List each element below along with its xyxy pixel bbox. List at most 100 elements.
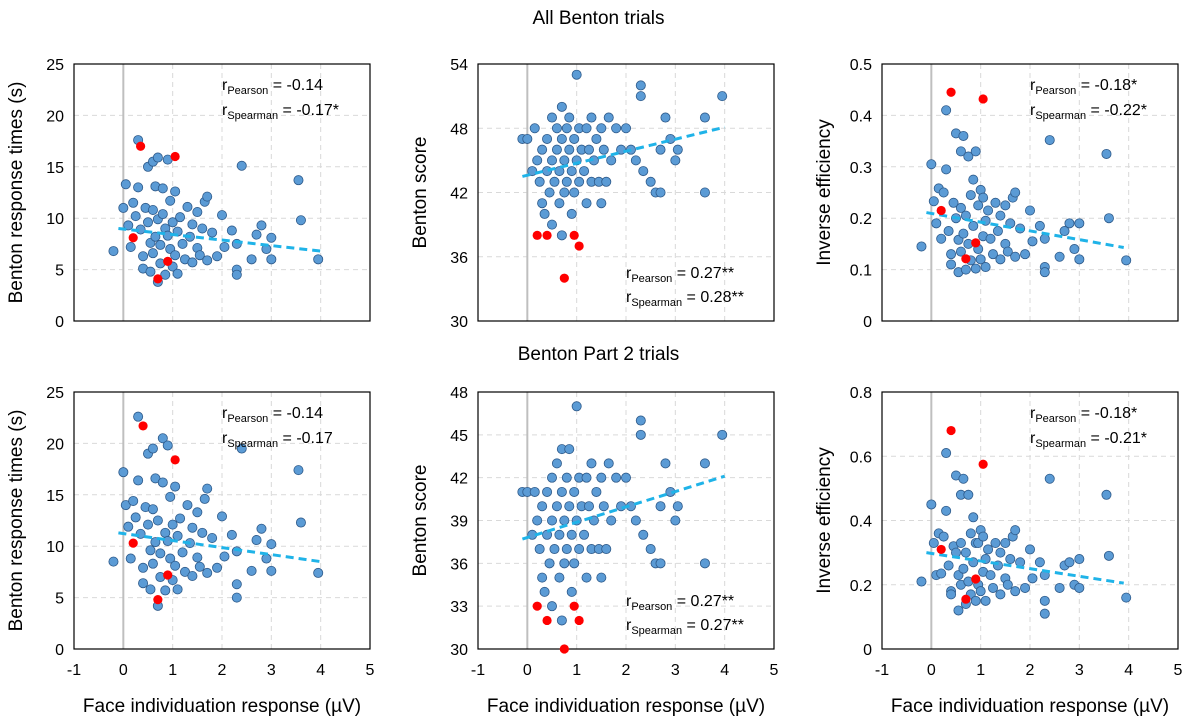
stat-spearman: rSpearman = -0.21* bbox=[1030, 430, 1147, 450]
highlight-point bbox=[163, 256, 173, 266]
data-point bbox=[172, 268, 183, 279]
data-point bbox=[928, 196, 939, 207]
data-point bbox=[958, 130, 969, 141]
data-point bbox=[579, 529, 590, 540]
data-point bbox=[938, 531, 949, 542]
data-point bbox=[1039, 267, 1050, 278]
data-point bbox=[941, 164, 952, 175]
y-tick-label: 0.2 bbox=[850, 578, 872, 595]
data-point bbox=[187, 571, 198, 582]
highlight-point bbox=[532, 230, 542, 240]
data-point bbox=[539, 586, 550, 597]
plot-frame bbox=[881, 63, 1179, 322]
y-tick-label: 0.5 bbox=[850, 57, 872, 74]
data-point bbox=[655, 144, 666, 155]
data-point bbox=[946, 259, 957, 270]
data-point bbox=[197, 223, 208, 234]
data-point bbox=[1121, 255, 1132, 266]
data-point bbox=[584, 144, 595, 155]
x-tick-label: -1 bbox=[67, 662, 81, 679]
y-tick-label: 48 bbox=[450, 121, 468, 138]
y-tick-label: 5 bbox=[55, 591, 64, 608]
data-point bbox=[635, 80, 646, 91]
x-axis-label: Face individuation response (µV) bbox=[83, 696, 361, 717]
data-point bbox=[561, 123, 572, 134]
highlight-point bbox=[574, 615, 584, 626]
data-point bbox=[948, 197, 959, 208]
data-point bbox=[958, 228, 969, 239]
data-point bbox=[943, 226, 954, 237]
data-point bbox=[1074, 554, 1085, 565]
y-tick-label: 15 bbox=[46, 488, 64, 505]
data-point bbox=[266, 539, 277, 550]
y-tick-label: 0 bbox=[863, 642, 872, 659]
data-point bbox=[564, 501, 575, 512]
data-point bbox=[946, 589, 957, 600]
data-point bbox=[202, 191, 213, 202]
data-point bbox=[584, 501, 595, 512]
x-axis-label: Face individuation response (µV) bbox=[891, 696, 1169, 717]
data-point bbox=[236, 160, 247, 171]
data-point bbox=[251, 535, 262, 546]
data-point bbox=[547, 219, 558, 230]
data-point bbox=[581, 198, 592, 209]
data-point bbox=[958, 473, 969, 484]
highlight-point bbox=[138, 421, 148, 431]
y-tick-label: 25 bbox=[46, 57, 64, 74]
data-point bbox=[160, 585, 171, 596]
data-point bbox=[551, 458, 562, 469]
stat-pearson: rPearson = 0.27** bbox=[626, 265, 734, 285]
stat-pearson: rPearson = -0.18* bbox=[1030, 77, 1137, 97]
y-tick-label: 36 bbox=[450, 556, 468, 573]
highlight-point bbox=[559, 273, 569, 283]
y-axis-label: Benton score bbox=[410, 137, 431, 249]
data-point bbox=[157, 433, 168, 444]
y-tick-label: 25 bbox=[46, 385, 64, 402]
data-point bbox=[601, 176, 612, 187]
data-point bbox=[147, 558, 158, 569]
data-point bbox=[549, 544, 560, 555]
data-point bbox=[138, 251, 149, 262]
x-axis-label: Face individuation response (µV) bbox=[487, 696, 765, 717]
data-point bbox=[1101, 489, 1112, 500]
data-point bbox=[965, 190, 976, 201]
data-point bbox=[130, 512, 141, 523]
plot-frame bbox=[73, 391, 371, 650]
data-point bbox=[219, 241, 230, 252]
data-point bbox=[941, 505, 952, 516]
data-point bbox=[547, 472, 558, 483]
x-tick-label: 5 bbox=[366, 662, 375, 679]
data-point bbox=[963, 489, 974, 500]
data-point bbox=[985, 233, 996, 244]
data-point bbox=[192, 507, 203, 518]
data-point bbox=[130, 211, 141, 222]
stat-spearman: rSpearman = -0.17 bbox=[222, 430, 333, 450]
y-tick-label: 54 bbox=[450, 57, 468, 74]
data-point bbox=[586, 112, 597, 123]
highlight-point bbox=[961, 594, 971, 604]
x-tick-label: 0 bbox=[927, 662, 936, 679]
data-point bbox=[527, 166, 538, 177]
trend-line bbox=[521, 474, 726, 541]
highlight-point bbox=[961, 254, 971, 264]
data-point bbox=[202, 483, 213, 494]
data-point bbox=[551, 123, 562, 134]
highlight-point bbox=[128, 538, 138, 548]
data-point bbox=[596, 472, 607, 483]
data-point bbox=[559, 187, 570, 198]
data-point bbox=[1025, 205, 1036, 216]
data-point bbox=[1034, 557, 1045, 568]
data-point bbox=[955, 537, 966, 548]
data-point bbox=[586, 458, 597, 469]
highlight-point bbox=[163, 570, 173, 580]
data-point bbox=[717, 91, 728, 102]
data-point bbox=[313, 254, 324, 265]
data-point bbox=[532, 515, 543, 526]
y-tick-label: 20 bbox=[46, 436, 64, 453]
data-point bbox=[569, 187, 580, 198]
data-point bbox=[108, 246, 119, 257]
data-point bbox=[621, 123, 632, 134]
data-point bbox=[170, 186, 181, 197]
data-point bbox=[554, 166, 565, 177]
stat-pearson: rPearson = -0.14 bbox=[222, 405, 323, 425]
